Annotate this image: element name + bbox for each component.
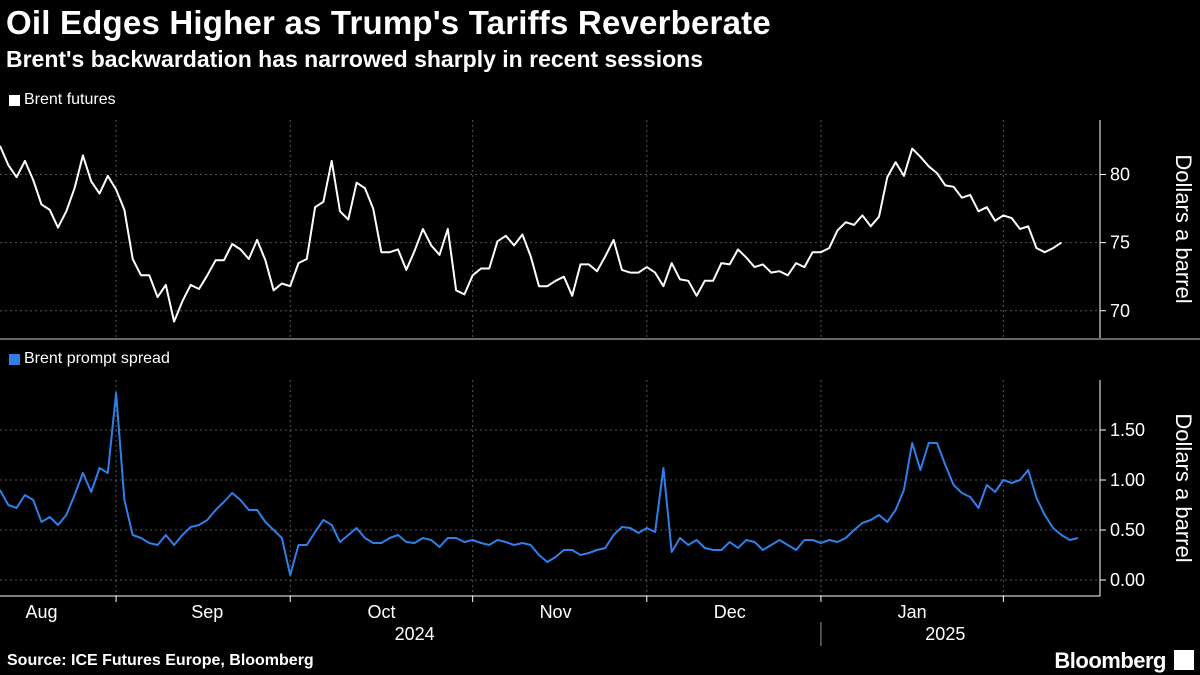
source-note: Source: ICE Futures Europe, Bloomberg [7, 652, 314, 669]
y-tick-label: 80 [1110, 165, 1130, 185]
x-year-label: 2025 [925, 624, 965, 644]
y-tick-label: 70 [1110, 301, 1130, 321]
x-month-label: Jan [898, 602, 927, 622]
x-month-label: Sep [191, 602, 223, 622]
brent-futures-line [0, 145, 1062, 323]
brand-logo: Bloomberg [1054, 648, 1166, 673]
label-layer: 70 75 80 Dollars a barrel 0.00 0.50 1.00 1.50 Do… [25, 154, 1196, 644]
y-tick-label: 75 [1110, 233, 1130, 253]
chart-title: Oil Edges Higher as Trump's Tariffs Reve… [6, 4, 771, 41]
x-year-label: 2024 [395, 624, 435, 644]
y-tick-label: 1.50 [1110, 420, 1145, 440]
y-tick-label: 0.00 [1110, 570, 1145, 590]
legend-brent-futures: Brent futures [9, 91, 116, 109]
chart-subtitle: Brent's backwardation has narrowed sharp… [6, 46, 703, 72]
x-month-label: Oct [367, 602, 395, 622]
brand-icon [1174, 650, 1194, 670]
legend-label-spread: Brent prompt spread [24, 350, 170, 367]
grid-layer [0, 120, 1100, 596]
legend-swatch-futures [9, 94, 20, 106]
legend-label-futures: Brent futures [24, 91, 116, 108]
x-month-label: Aug [25, 602, 57, 622]
x-month-label: Dec [714, 602, 746, 622]
brent-spread-line [0, 392, 1079, 576]
y-axis-label: Dollars a barrel [1171, 154, 1196, 303]
y-tick-label: 1.00 [1110, 470, 1145, 490]
y-tick-label: 0.50 [1110, 520, 1145, 540]
legend-brent-spread: Brent prompt spread [9, 350, 170, 368]
x-month-label: Nov [540, 602, 572, 622]
axis-layer [0, 120, 1200, 646]
legend-swatch-spread [9, 353, 20, 365]
series-layer [0, 145, 1079, 576]
y-axis-label: Dollars a barrel [1171, 413, 1196, 562]
